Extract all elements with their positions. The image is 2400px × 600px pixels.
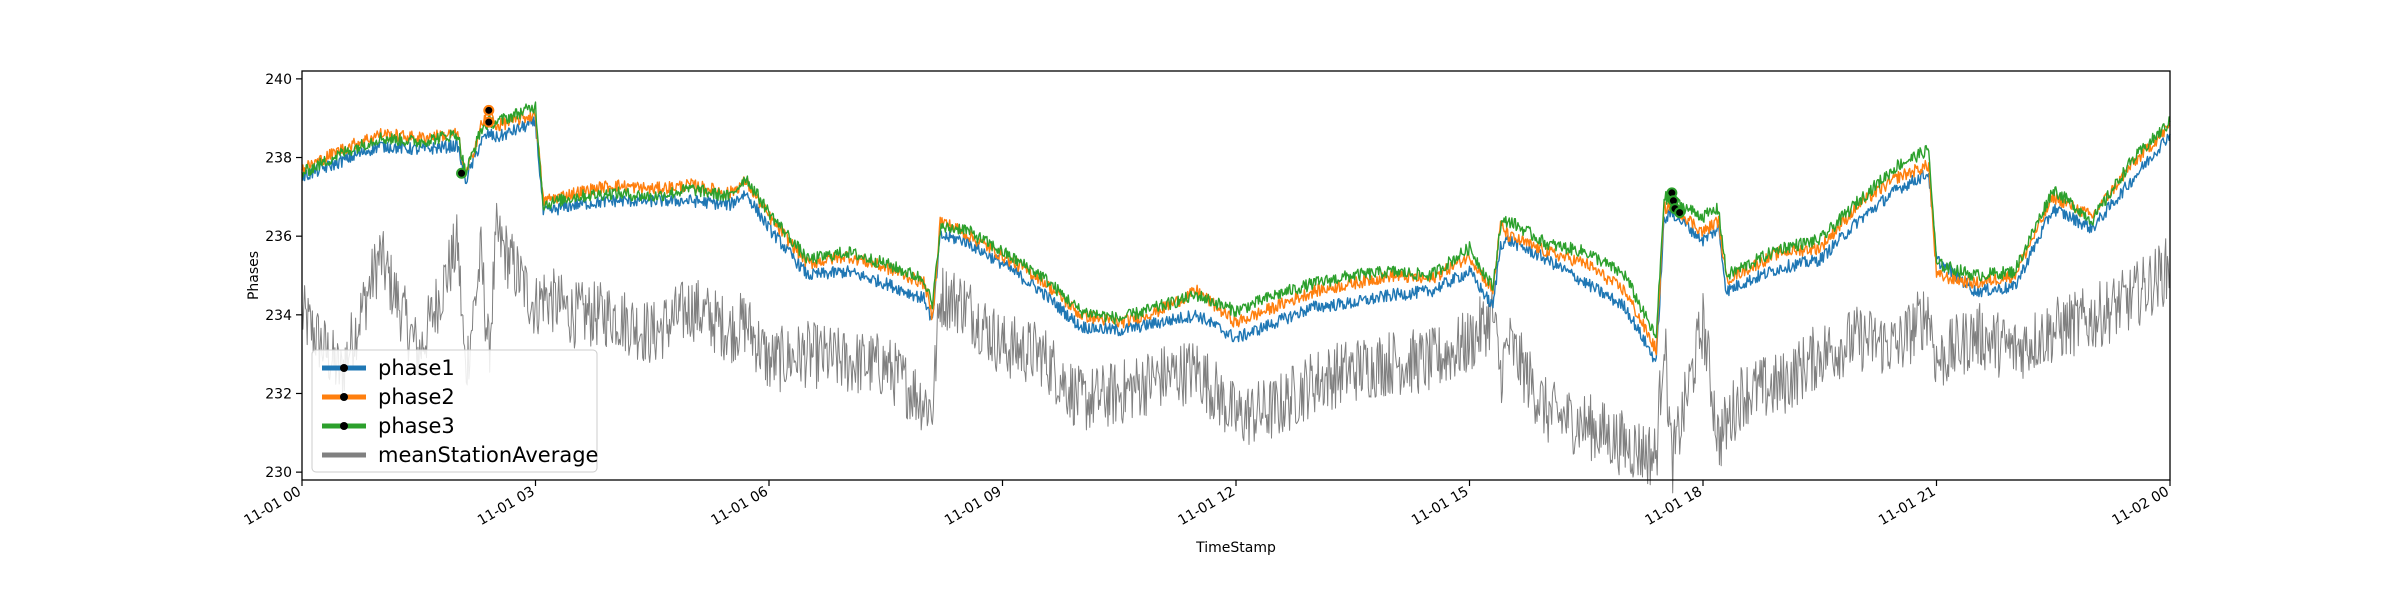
anomaly-marker	[483, 104, 495, 116]
y-tick-label: 238	[265, 151, 292, 167]
legend-marker	[340, 422, 348, 430]
legend-label: meanStationAverage	[378, 443, 598, 467]
y-tick-label: 230	[265, 465, 292, 481]
x-axis-label: TimeStamp	[1195, 540, 1276, 556]
y-axis-label: Phases	[246, 251, 262, 300]
legend-marker	[340, 364, 348, 372]
anomaly-marker	[1674, 207, 1686, 219]
legend-label: phase1	[378, 356, 455, 380]
x-tick-label: 11-01 03	[475, 484, 538, 529]
legend-label: phase2	[378, 385, 455, 409]
x-tick-label: 11-01 18	[1642, 484, 1705, 529]
x-tick-label: 11-01 21	[1876, 484, 1939, 529]
y-tick-label: 234	[265, 308, 292, 324]
anomaly-marker	[483, 116, 495, 128]
legend: phase1 phase2 phase3 meanStationAverage	[311, 349, 598, 473]
y-axis: 230 232 234 236 238 240	[265, 72, 302, 481]
x-tick-label: 11-01 06	[708, 484, 771, 529]
legend-box	[311, 349, 598, 473]
y-tick-label: 236	[265, 229, 292, 245]
marker-layer	[456, 104, 1686, 219]
x-tick-label: 11-01 15	[1409, 484, 1472, 529]
anomaly-marker	[456, 167, 468, 179]
series-line-meanStationAverage	[301, 202, 2171, 494]
x-tick-label: 11-01 09	[942, 484, 1005, 529]
series-line-phase2	[301, 108, 2171, 356]
x-axis: 11-01 00 11-01 03 11-01 06 11-01 09 11-01 12…	[241, 480, 2172, 529]
x-tick-label: 11-01 00	[241, 484, 304, 529]
x-tick-label: 11-01 12	[1175, 484, 1238, 529]
x-tick-label: 11-02 00	[2109, 484, 2172, 529]
legend-marker	[340, 393, 348, 401]
y-tick-label: 232	[265, 386, 292, 402]
series-line-phase3	[301, 101, 2171, 339]
series-layer	[301, 101, 2171, 494]
y-tick-label: 240	[265, 72, 292, 88]
legend-label: phase3	[378, 414, 455, 438]
series-line-phase1	[301, 116, 2171, 363]
